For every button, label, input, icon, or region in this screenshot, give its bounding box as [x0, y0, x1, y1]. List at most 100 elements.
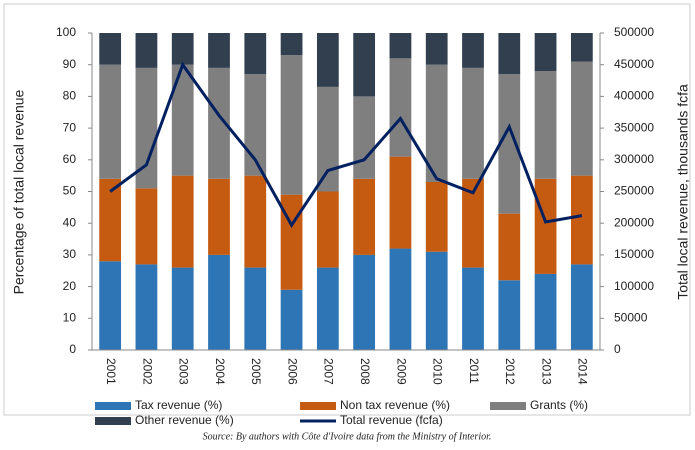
bar-segment [316, 86, 339, 192]
y2-tick-label: 250000 [614, 184, 654, 198]
bar-segment [99, 261, 122, 350]
legend-swatch [95, 402, 131, 410]
legend-label: Grants (%) [530, 398, 588, 412]
bar-segment [534, 71, 557, 179]
bar-segment [425, 251, 448, 350]
bar-segment [316, 33, 339, 87]
bar-segment [99, 178, 122, 262]
y-tick-label: 50 [63, 184, 77, 198]
bar-segment [208, 33, 230, 68]
legend-swatch [95, 417, 131, 425]
line-series [109, 61, 583, 228]
bar-segment [570, 175, 593, 265]
bar-segment [316, 191, 339, 268]
bar-segment [498, 74, 521, 214]
bar-segment [280, 55, 303, 195]
bar-segment [462, 267, 484, 350]
bar-segment [389, 248, 412, 350]
bar-segment [389, 58, 412, 157]
bar-segment [171, 175, 194, 268]
x-tick-label: 2013 [539, 358, 553, 385]
y-tick-label: 70 [63, 120, 77, 134]
x-tick-label: 2009 [394, 358, 408, 385]
bar-segment [135, 264, 158, 350]
x-tick-label: 2008 [358, 358, 372, 385]
bar-segment [244, 33, 267, 75]
bar-segment [498, 280, 521, 350]
bar-segment [425, 33, 448, 65]
bar-segment [389, 156, 412, 249]
y2-tick-label: 350000 [614, 120, 654, 134]
bar-segment [135, 33, 158, 68]
bar-segment [498, 33, 521, 75]
y2-tick-label: 200000 [614, 215, 654, 229]
bar-segment [171, 267, 194, 350]
y2-tick-label: 450000 [614, 57, 654, 71]
bar-segment [425, 181, 448, 252]
x-tick-label: 2012 [503, 358, 517, 385]
legend-label: Total revenue (fcfa) [340, 413, 443, 427]
bar-segment [570, 33, 593, 62]
bar-segment [244, 74, 267, 176]
x-tick-label: 2010 [431, 358, 445, 385]
source-note: Source: By authors with Côte d'Ivoire da… [203, 431, 492, 442]
y2-tick-label: 100000 [614, 279, 654, 293]
y-tick-label: 0 [69, 342, 76, 356]
y2-tick-label: 400000 [614, 89, 654, 103]
bar-segment [316, 267, 339, 350]
x-tick-label: 2001 [104, 358, 118, 385]
bar-segment [353, 254, 376, 350]
legend-swatch [300, 402, 336, 410]
bar-segment [208, 254, 230, 350]
x-tick-label: 2004 [213, 358, 227, 385]
y-axis-label: Percentage of total local revenue [11, 89, 27, 294]
y-tick-label: 10 [63, 310, 77, 324]
y2-tick-label: 0 [614, 342, 621, 356]
x-tick-label: 2007 [322, 358, 336, 385]
x-tick-label: 2011 [467, 358, 481, 384]
x-tick-label: 2002 [140, 358, 154, 385]
bar-segment [534, 273, 557, 350]
bar-segment [462, 178, 484, 268]
y-tick-label: 20 [63, 279, 77, 293]
y-tick-label: 100 [56, 25, 76, 39]
legend-swatch [490, 402, 526, 410]
y-tick-label: 40 [63, 215, 77, 229]
y2-tick-label: 150000 [614, 247, 654, 261]
legend-label: Non tax revenue (%) [340, 398, 450, 412]
bar-segment [534, 178, 557, 274]
legend-label: Other revenue (%) [135, 413, 234, 427]
y2-tick-label: 300000 [614, 152, 654, 166]
bar-segment [353, 33, 376, 97]
y-tick-label: 60 [63, 152, 77, 166]
bar-segment [135, 188, 158, 265]
bar-segment [244, 267, 267, 350]
bar-segment [208, 67, 230, 179]
legend-label: Tax revenue (%) [135, 398, 222, 412]
bar-segment [280, 33, 303, 56]
x-tick-label: 2006 [285, 358, 299, 385]
bar-segment [99, 33, 122, 65]
y-tick-label: 30 [63, 247, 77, 261]
y2-tick-label: 50000 [614, 310, 648, 324]
x-tick-label: 2014 [576, 358, 590, 385]
bar-segment [171, 33, 194, 65]
bar-segment [425, 64, 448, 182]
y2-tick-label: 500000 [614, 25, 654, 39]
bar-segment [462, 33, 484, 68]
bar-segment [171, 64, 194, 176]
y-tick-label: 90 [63, 57, 77, 71]
bar-segment [208, 178, 230, 255]
bar-segment [389, 33, 412, 59]
bar-segment [462, 67, 484, 179]
x-tick-label: 2003 [177, 358, 191, 385]
bar-segment [570, 264, 593, 350]
bar-segment [353, 96, 376, 179]
x-tick-label: 2005 [249, 358, 263, 385]
bar-segment [99, 64, 122, 179]
bar-segment [135, 67, 158, 189]
chart-frame [3, 3, 691, 416]
bar-segment [280, 289, 303, 350]
y2-axis-label: Total local revenue, thousands fcfa [675, 84, 691, 300]
